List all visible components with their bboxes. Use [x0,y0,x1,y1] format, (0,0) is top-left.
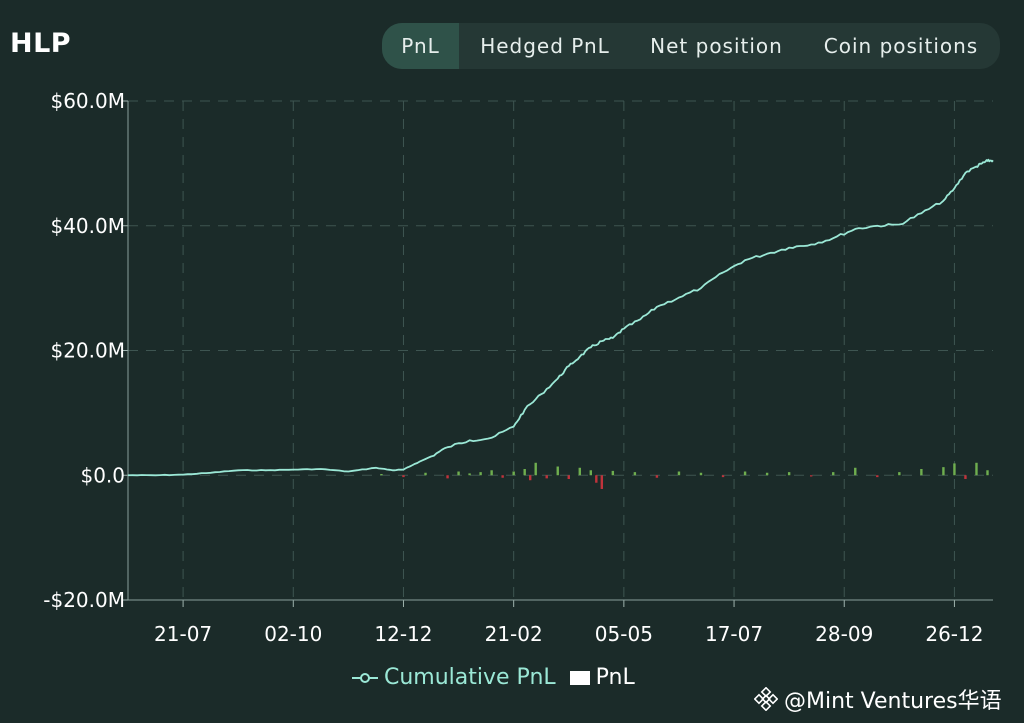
pnl-bar [457,471,460,476]
pnl-bar [600,475,604,489]
chart-tick-labels: $60.0M $40.0M $20.0M $0.0 -$20.0M 21-07 02-10 1… [43,89,983,646]
legend-item-pnl[interactable]: PnL [569,665,635,690]
page-title: HLP [10,28,72,59]
pnl-bar [424,472,427,476]
pnl-bar [380,474,383,476]
cumulative-pnl-line-group [127,158,994,477]
y-tick-label: $40.0M [50,214,125,238]
pnl-bar [556,466,559,476]
binance-diamond-icon [754,687,778,711]
watermark-text: @Mint Ventures华语 [784,689,1002,714]
pnl-bar [655,475,659,478]
pnl-bar [512,471,515,476]
chart-axes [122,100,993,607]
tab-coin-positions[interactable]: Coin positions [823,34,979,58]
pnl-bar [578,467,581,476]
pnl-bar [898,472,901,476]
x-tick-label: 21-02 [485,622,543,646]
pnl-bar [964,475,967,479]
pnl-bar [402,475,405,478]
pnl-bar [446,475,449,479]
line-marker-icon [352,671,378,685]
pnl-bar [545,475,548,479]
y-tick-label: -$20.0M [43,588,125,612]
x-tick-label: 12-12 [374,622,432,646]
pnl-bar [611,470,615,476]
legend-item-cumulative-pnl[interactable]: Cumulative PnL [352,665,556,690]
pnl-bar [942,467,945,476]
pnl-bar [490,470,493,476]
x-tick-label: 17-07 [705,622,763,646]
cumulative-pnl-line [127,158,994,477]
pnl-bar [534,462,537,476]
pnl-bar [787,472,791,476]
pnl-bar [876,475,879,478]
tab-net-position[interactable]: Net position [650,34,783,58]
tab-pnl[interactable]: PnL [382,23,459,69]
pnl-bar [699,472,703,476]
pnl-bar [501,475,504,478]
pnl-bar [721,475,725,478]
x-tick-label: 28-09 [815,622,873,646]
pnl-bar [589,470,593,476]
pnl-bar [854,467,857,476]
chart-type-tabs: PnL Hedged PnL Net position Coin positio… [382,23,1000,69]
y-tick-label: $20.0M [50,339,125,363]
pnl-bar [567,475,570,479]
pnl-bar [677,471,681,476]
x-tick-label: 05-05 [595,622,653,646]
pnl-bar [953,463,956,476]
pnl-bar [523,469,526,476]
pnl-bar [765,472,769,476]
pnl-bar [595,475,598,483]
chart-grid [128,100,993,601]
x-tick-label: 21-07 [154,622,212,646]
pnl-bar [633,472,637,476]
pnl-bar [986,470,989,476]
watermark: @Mint Ventures华语 [754,683,1002,715]
tab-hedged-pnl[interactable]: Hedged PnL [480,34,610,58]
legend-label-pnl: PnL [595,665,635,690]
legend-label-cumulative-pnl: Cumulative PnL [384,665,556,690]
pnl-bar [743,471,747,476]
pnl-bar [920,469,923,476]
pnl-bar [479,472,482,476]
chart-legend: Cumulative PnL PnL [352,665,635,690]
x-tick-label: 26-12 [925,622,983,646]
pnl-bars [380,462,989,489]
pnl-bar [528,475,532,481]
x-tick-label: 02-10 [264,622,322,646]
pnl-bar [832,472,835,476]
y-tick-label: $60.0M [50,89,125,113]
square-marker-icon [569,670,590,685]
pnl-bar [975,462,978,476]
pnl-bar [468,473,471,476]
pnl-bar [809,475,813,477]
y-tick-label: $0.0 [80,463,125,487]
